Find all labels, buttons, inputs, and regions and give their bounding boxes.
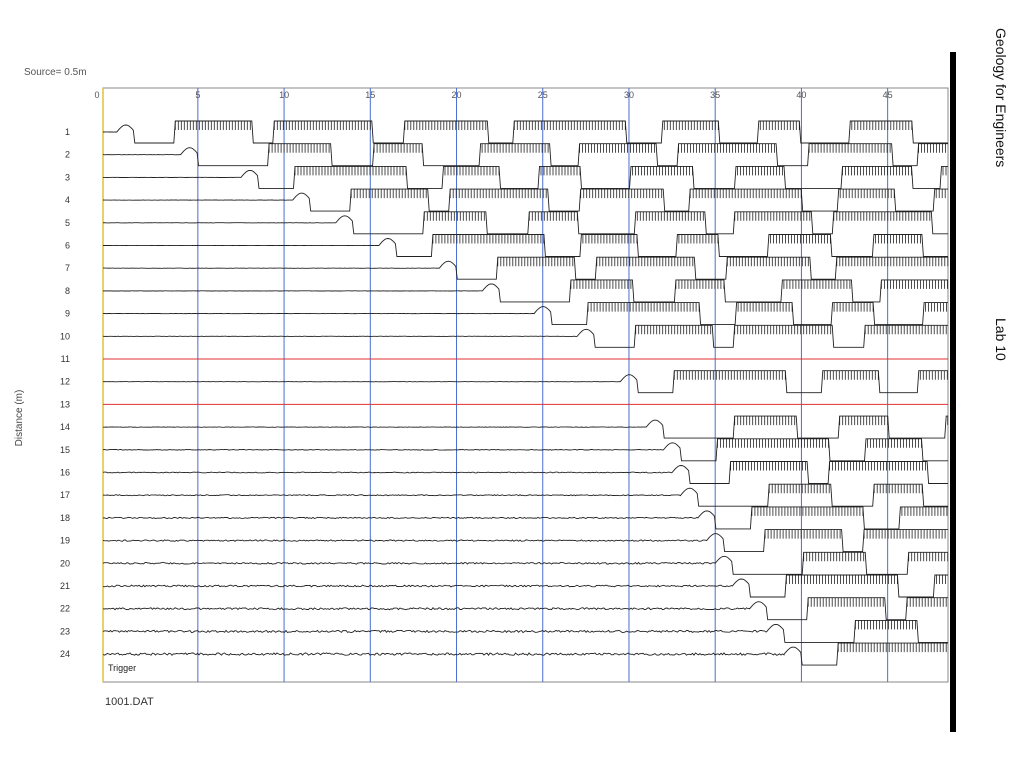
seismic-trace (102, 529, 948, 553)
x-tick-label: 30 (624, 90, 634, 100)
trace-fill-hatch (807, 597, 947, 607)
channel-label: 18 (60, 513, 70, 523)
x-tick-label: 40 (796, 90, 806, 100)
trace-fill-hatch (803, 552, 949, 562)
seismic-trace (103, 415, 948, 439)
channel-label: 6 (65, 241, 70, 251)
channel-label: 8 (65, 286, 70, 296)
channel-label: 5 (65, 218, 70, 228)
seismic-trace (102, 324, 948, 348)
seismic-trace (102, 438, 948, 462)
seismic-trace (102, 143, 948, 167)
seismic-trace (103, 574, 948, 598)
seismic-trace (102, 279, 948, 303)
channel-label: 3 (65, 172, 70, 182)
trace-fill-hatch (734, 416, 949, 426)
seismic-trace (102, 642, 948, 666)
x-tick-label: 10 (279, 90, 289, 100)
trace-fill-hatch (673, 370, 948, 380)
trace-fill-hatch (268, 143, 946, 153)
channel-label: 9 (65, 309, 70, 319)
trace-fill-hatch (768, 484, 923, 494)
trace-fill-hatch (350, 189, 946, 199)
seismic-trace (102, 597, 948, 621)
channel-label: 24 (60, 649, 70, 659)
channel-label: 16 (60, 468, 70, 478)
seismic-trace (102, 211, 948, 235)
seismic-trace (102, 461, 948, 484)
trace-fill-hatch (570, 279, 948, 289)
x-tick-label: 5 (195, 90, 200, 100)
channel-label: 13 (60, 399, 70, 409)
x-tick-label: 15 (365, 90, 375, 100)
trace-fill-hatch (497, 257, 949, 267)
trace-fill-hatch (855, 620, 916, 630)
channel-label: 7 (65, 263, 70, 273)
seismic-trace (103, 120, 948, 144)
channel-label: 15 (60, 445, 70, 455)
channel-label: 2 (65, 150, 70, 160)
x-tick-label: 35 (710, 90, 720, 100)
seismic-trace (102, 619, 948, 643)
trace-fill-hatch (837, 643, 947, 653)
trace-fill-hatch (730, 461, 926, 471)
course-title: Geology for Engineers (993, 28, 1009, 168)
trace-fill-hatch (717, 438, 922, 448)
trace-fill-hatch (635, 325, 947, 335)
x-tick-label: 45 (883, 90, 893, 100)
trace-fill-hatch (174, 121, 913, 130)
trace-fill-hatch (294, 166, 947, 176)
channel-label: 12 (60, 377, 70, 387)
seismic-trace (102, 370, 948, 394)
channel-label: 20 (60, 558, 70, 568)
y-axis-label: Distance (m) (14, 390, 25, 447)
channel-label: 4 (65, 195, 70, 205)
seismic-trace (102, 302, 948, 326)
seismic-trace (103, 165, 948, 189)
channel-label: 23 (60, 626, 70, 636)
seismic-trace (102, 483, 948, 507)
channel-label: 17 (60, 490, 70, 500)
channel-label: 14 (60, 422, 70, 432)
x-tick-label: 25 (538, 90, 548, 100)
seismic-trace (102, 551, 948, 575)
seismic-trace (102, 506, 948, 530)
lab-title: Lab 10 (993, 318, 1009, 361)
page-edge-bar (950, 52, 956, 732)
channel-label: 19 (60, 536, 70, 546)
source-label: Source= 0.5m (24, 67, 87, 78)
trace-fill-hatch (423, 211, 931, 221)
channel-label: 21 (60, 581, 70, 591)
x-tick-label: 0 (94, 90, 99, 100)
trace-fill-hatch (432, 234, 921, 244)
file-label: 1001.DAT (105, 696, 154, 708)
seismic-trace (103, 256, 948, 280)
channel-label: 22 (60, 604, 70, 614)
trace-fill-hatch (786, 575, 946, 584)
trace-fill-hatch (764, 529, 946, 539)
channel-label: 11 (61, 354, 70, 364)
x-tick-label: 20 (452, 90, 462, 100)
trigger-label: Trigger (108, 663, 136, 673)
channel-label: 10 (60, 331, 70, 341)
channel-label: 1 (65, 127, 70, 137)
trace-fill-hatch (751, 506, 948, 516)
trace-fill-hatch (587, 302, 947, 312)
